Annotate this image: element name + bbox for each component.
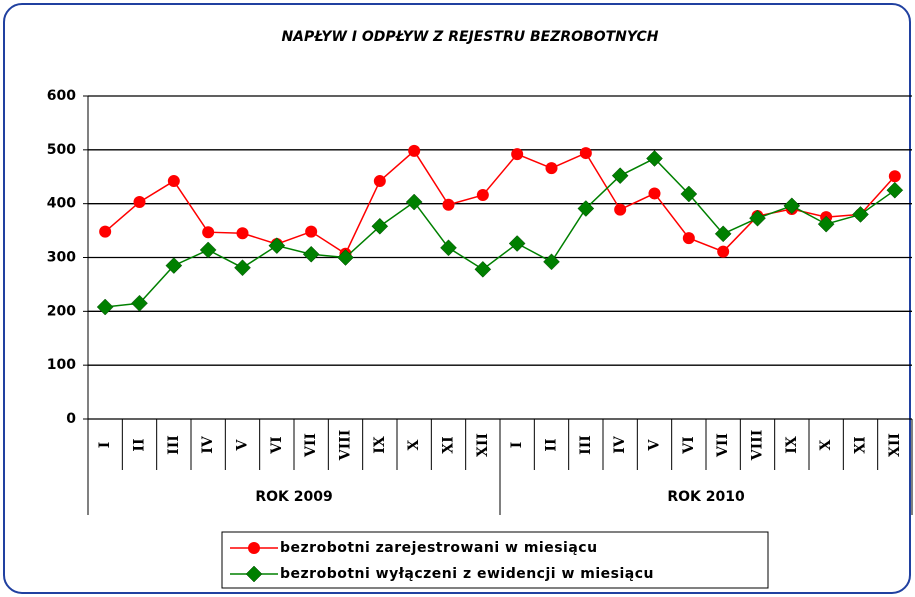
legend [221,531,769,589]
marker [408,144,421,157]
x-tick-label: XI [853,436,869,453]
x-tick-label: VII [303,433,319,458]
y-tick-label: 200 [47,303,76,319]
x-tick-label: IX [784,436,800,454]
group-label: ROK 2010 [667,489,745,505]
legend-label: bezrobotni wyłączeni z ewidencji w miesi… [280,566,654,582]
x-tick-label: I [97,442,113,449]
x-tick-label: VI [681,436,697,454]
marker [511,148,524,161]
x-tick-label: V [647,438,663,451]
marker [371,217,389,235]
marker [236,227,249,240]
marker [99,225,112,238]
marker [682,232,695,245]
marker [888,170,901,183]
marker [337,249,354,266]
x-tick-label: X [818,439,834,450]
x-tick-label: IX [372,436,388,454]
y-tick-label: 600 [47,88,76,104]
x-tick-label: XII [475,433,491,457]
legend-label: bezrobotni zarejestrowani w miesiącu [280,540,598,556]
y-tick-label: 300 [47,250,76,266]
marker [234,259,251,277]
marker [717,245,730,258]
marker [405,193,423,211]
marker [680,185,698,203]
marker [611,167,629,185]
x-tick-label: III [578,435,594,455]
x-tick-label: IV [200,435,216,454]
x-tick-label: VIII [750,430,766,462]
y-tick-label: 100 [47,357,76,373]
marker [167,175,180,188]
marker [133,196,146,209]
marker [268,237,286,255]
marker [714,225,732,243]
x-tick-label: VII [715,433,731,458]
marker [817,215,835,233]
x-tick-label: V [235,438,251,451]
marker [440,239,457,257]
y-tick-label: 0 [66,411,76,427]
marker [199,241,217,259]
x-tick-label: III [166,435,182,455]
marker [648,187,661,200]
marker [579,147,592,160]
marker [614,203,627,216]
x-tick-label: XI [441,436,457,453]
x-tick-label: II [544,438,560,451]
marker [545,162,558,175]
marker [442,198,455,211]
marker [577,200,595,217]
marker [96,298,114,316]
marker [749,209,766,227]
marker [474,260,492,278]
marker [165,257,183,274]
x-tick-label: X [406,439,422,450]
marker [202,226,215,239]
marker [305,225,318,238]
x-tick-label: VIII [338,430,354,462]
y-tick-label: 400 [47,196,76,212]
marker [543,253,560,271]
marker [646,150,663,167]
x-tick-label: VI [269,436,285,454]
marker [852,206,869,223]
marker [886,181,904,199]
marker [508,235,526,252]
marker [131,294,148,312]
group-label: ROK 2009 [255,489,332,505]
marker [783,197,801,215]
x-tick-label: II [132,438,148,451]
frame [3,3,911,594]
x-tick-label: I [509,442,525,449]
x-tick-label: XII [887,433,903,457]
y-tick-label: 500 [47,142,76,158]
marker [476,189,489,202]
marker [302,245,320,263]
marker [373,175,386,188]
marker [248,542,260,554]
x-tick-label: IV [612,435,628,454]
marker [245,565,263,583]
chart-title: NAPŁYW I ODPŁYW Z REJESTRU BEZROBOTNYCH [281,29,658,45]
